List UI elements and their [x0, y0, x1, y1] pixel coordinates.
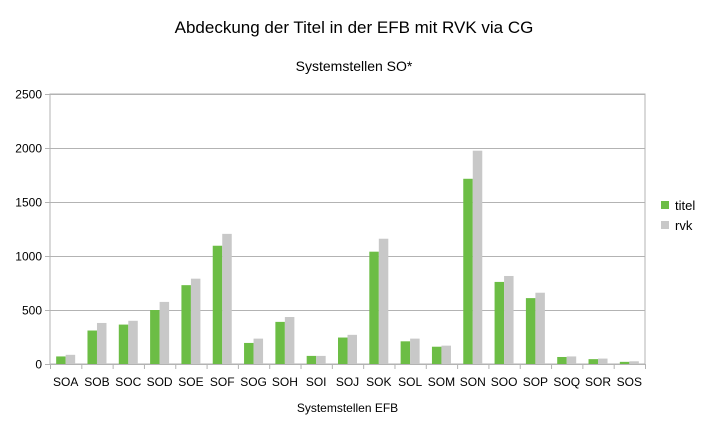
bar-titel-SOJ	[338, 337, 348, 364]
x-tick-label: SOO	[491, 375, 518, 389]
legend-label-titel: titel	[675, 198, 695, 213]
bar-titel-SOM	[431, 346, 442, 364]
x-tick-label: SOJ	[336, 375, 359, 389]
bar-titel-SOG	[244, 342, 254, 364]
y-tick-label: 0	[35, 358, 42, 372]
bar-rvk-SOK	[378, 238, 389, 364]
x-axis-title: Systemstellen EFB	[297, 401, 398, 415]
x-tick-label: SOP	[523, 375, 548, 389]
bar-rvk-SOL	[410, 338, 420, 364]
bar-rvk-SOQ	[566, 356, 577, 364]
bar-titel-SOQ	[557, 356, 567, 364]
chart-title: Abdeckung der Titel in der EFB mit RVK v…	[174, 18, 534, 37]
bar-titel-SOD	[150, 310, 160, 364]
bar-titel-SOI	[306, 355, 317, 364]
legend-swatch-titel	[661, 201, 669, 209]
bar-rvk-SOB	[96, 322, 107, 364]
bar-rvk-SOM	[441, 345, 451, 364]
x-tick-label: SOQ	[553, 375, 580, 389]
bar-titel-SOP	[525, 298, 536, 364]
y-tick-label: 2000	[15, 142, 42, 156]
bar-rvk-SOC	[128, 320, 138, 364]
bar-rvk-SOA	[65, 354, 76, 364]
bar-rvk-SOI	[316, 355, 326, 364]
bar-titel-SOB	[87, 330, 97, 364]
bar-titel-SOF	[212, 245, 223, 364]
bar-titel-SOR	[588, 359, 599, 364]
x-tick-label: SOD	[147, 375, 173, 389]
x-tick-label: SON	[460, 375, 486, 389]
bar-rvk-SOG	[253, 338, 264, 364]
x-tick-label: SOH	[272, 375, 298, 389]
x-tick-label: SOE	[178, 375, 203, 389]
x-tick-label: SOC	[115, 375, 141, 389]
x-tick-label: SOL	[398, 375, 422, 389]
x-tick-label: SOI	[306, 375, 327, 389]
y-tick-label: 500	[22, 304, 42, 318]
bar-rvk-SOF	[222, 233, 232, 364]
legend-swatch-rvk	[661, 221, 669, 229]
x-tick-label: SOF	[210, 375, 235, 389]
x-tick-label: SOA	[53, 375, 78, 389]
y-tick-label: 1000	[15, 250, 42, 264]
bar-rvk-SOH	[284, 317, 295, 364]
bar-rvk-SOP	[535, 292, 545, 364]
x-tick-label: SOG	[240, 375, 267, 389]
x-tick-label: SOS	[617, 375, 642, 389]
bar-rvk-SOD	[159, 301, 170, 364]
x-tick-label: SOK	[366, 375, 391, 389]
bar-titel-SOA	[56, 356, 66, 364]
bar-titel-SOL	[400, 341, 411, 364]
legend-label-rvk: rvk	[675, 218, 693, 233]
bar-rvk-SON	[472, 150, 483, 364]
x-tick-label: SOB	[84, 375, 109, 389]
y-tick-label: 1500	[15, 196, 42, 210]
bar-rvk-SOO	[504, 275, 514, 364]
bar-titel-SOS	[619, 361, 630, 364]
bar-titel-SON	[463, 178, 473, 364]
x-tick-label: SOR	[585, 375, 611, 389]
bar-titel-SOK	[369, 251, 379, 364]
chart-subtitle: Systemstellen SO*	[295, 58, 413, 74]
bar-rvk-SOE	[190, 278, 201, 364]
bar-rvk-SOJ	[347, 334, 357, 364]
bar-rvk-SOS	[629, 361, 639, 364]
bar-titel-SOO	[494, 281, 505, 364]
bar-titel-SOC	[118, 324, 129, 364]
x-tick-label: SOM	[428, 375, 455, 389]
plot-area-frame	[49, 93, 646, 365]
bar-rvk-SOR	[598, 358, 608, 364]
bar-titel-SOH	[275, 321, 285, 364]
y-tick-label: 2500	[15, 88, 42, 102]
bar-titel-SOE	[181, 285, 191, 364]
